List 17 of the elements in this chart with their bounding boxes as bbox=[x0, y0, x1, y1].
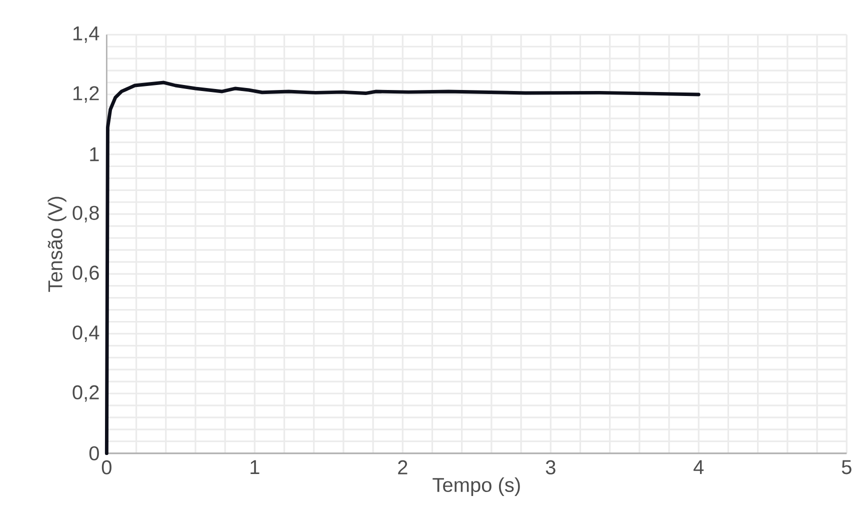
y-tick-label: 1,2 bbox=[73, 86, 99, 103]
y-axis-title: Tensão (V) bbox=[48, 196, 66, 292]
y-tick-label: 0,2 bbox=[72, 385, 99, 402]
y-tick-label: 1 bbox=[90, 147, 99, 162]
y-tick-label: 0,4 bbox=[72, 325, 100, 342]
x-tick-label: 0 bbox=[102, 460, 112, 474]
y-tick-label: 0,6 bbox=[72, 266, 99, 282]
x-tick-label: 1 bbox=[250, 460, 260, 474]
y-tick-label: 1,4 bbox=[73, 26, 100, 43]
x-tick-label: 2 bbox=[398, 460, 408, 474]
x-tick-label: 5 bbox=[842, 460, 852, 474]
y-tick-label: 0,8 bbox=[72, 206, 99, 222]
x-tick-label: 3 bbox=[546, 460, 556, 474]
x-tick-label: 4 bbox=[694, 460, 704, 474]
y-tick-label: 0 bbox=[89, 446, 99, 460]
x-axis-title: Tempo (s) bbox=[432, 477, 520, 496]
line-series bbox=[104, 80, 700, 456]
